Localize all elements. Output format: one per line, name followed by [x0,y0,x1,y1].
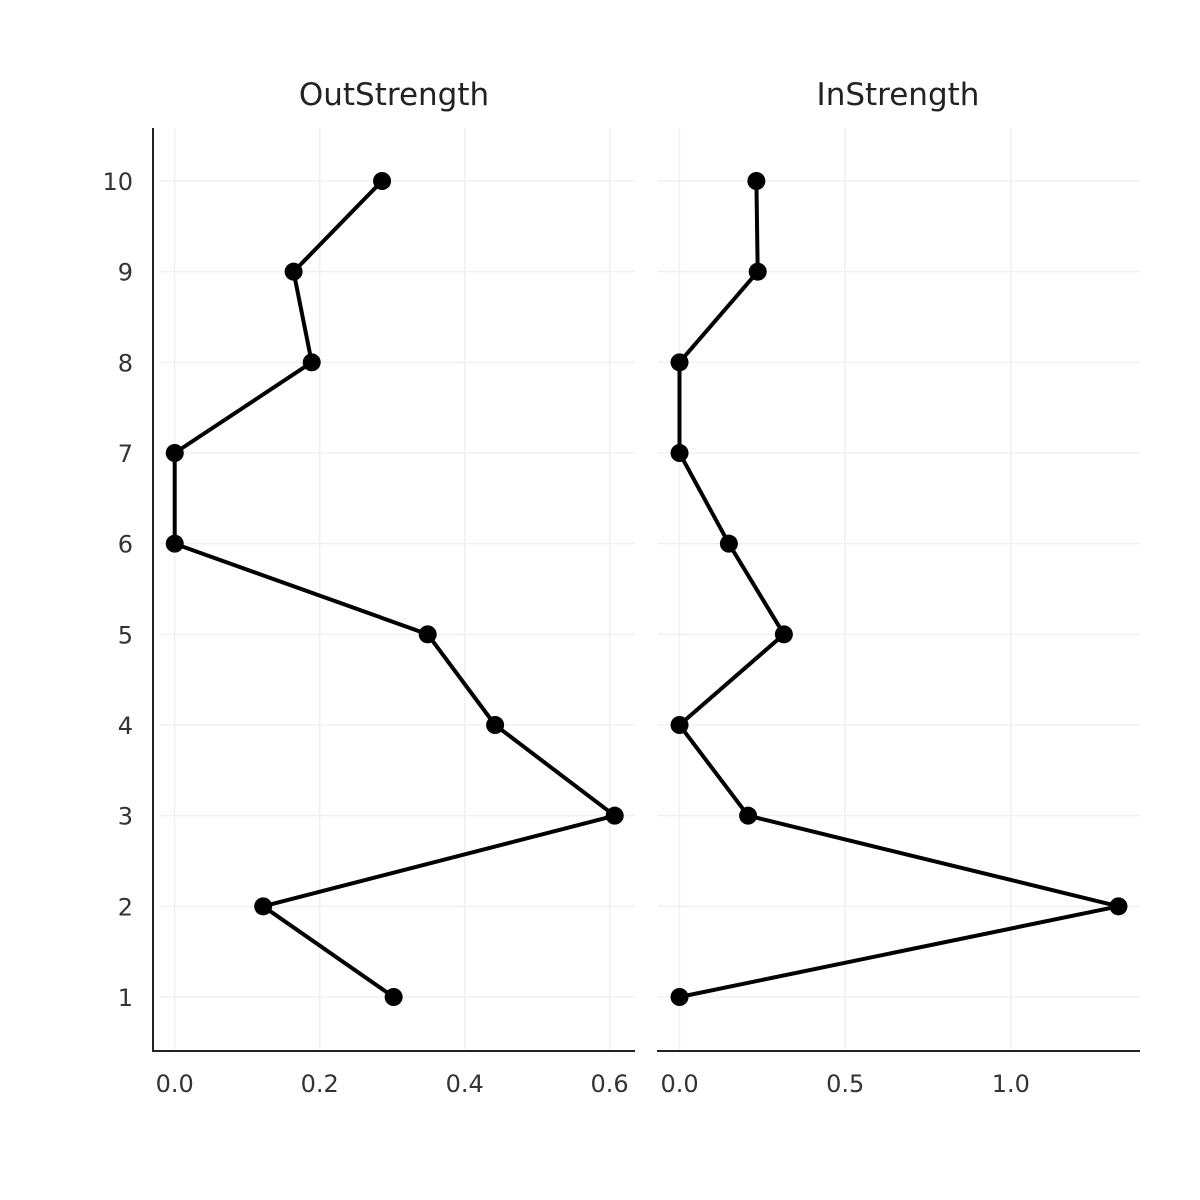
data-point [719,534,738,553]
data-point [373,172,392,190]
data-point [605,806,624,825]
data-point [670,353,689,372]
y-tick-label: 1 [118,984,133,1012]
x-tick-label: 0.4 [446,1070,484,1098]
y-tick-label: 2 [118,893,133,921]
x-tick-label: 0.0 [660,1070,698,1098]
data-point [1109,897,1128,916]
y-tick-label: 8 [118,349,133,377]
y-tick-label: 10 [102,168,133,196]
data-point [284,262,303,281]
x-tick-label: 0.2 [301,1070,339,1098]
data-point [165,534,184,553]
data-point [748,262,767,281]
series-line-instrength [677,180,1121,999]
x-tick-label: 1.0 [992,1070,1030,1098]
y-tick-label: 3 [118,803,133,831]
y-tick-label: 9 [118,259,133,287]
data-point [418,625,437,644]
data-point [254,897,273,916]
series-line-outstrength [172,179,617,999]
data-point [302,353,321,372]
data-point [670,716,689,734]
x-tick-label: 0.0 [156,1070,194,1098]
y-tick-label: 5 [118,621,133,649]
panel-title-instrength: InStrength [817,77,980,113]
panel-instrength: 0.0 0.5 1.0 InStrength [657,77,1140,1098]
x-tick-label: 0.5 [826,1070,864,1098]
data-point [165,444,184,462]
data-point [747,172,766,190]
data-point [670,444,689,462]
y-tick-label: 7 [118,440,133,468]
data-point [670,988,689,1006]
y-tick-label: 4 [118,712,133,740]
y-tick-label: 6 [118,531,133,559]
x-tick-label: 0.6 [591,1070,629,1098]
data-point [739,806,758,825]
data-point [384,988,403,1006]
data-point [486,716,505,734]
panel-title-outstrength: OutStrength [299,77,489,113]
panel-outstrength: 1 2 3 4 5 6 7 8 9 10 0.0 0.2 0.4 0.6 OutStrength [102,77,635,1098]
data-point [774,625,793,644]
